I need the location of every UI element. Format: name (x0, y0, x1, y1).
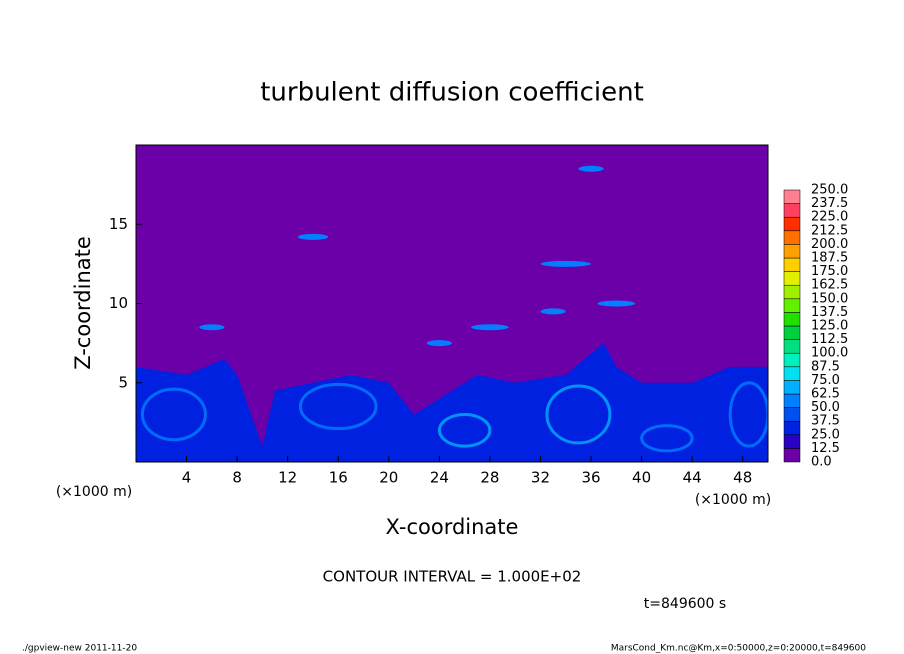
y-tick-label: 10 (109, 294, 128, 312)
x-axis-label: X-coordinate (386, 515, 519, 539)
colorbar-label: 237.5 (811, 196, 848, 211)
colorbar-label: 62.5 (811, 387, 840, 402)
colorbar-box (783, 216, 801, 232)
field-feature (140, 387, 207, 442)
colorbar-box (783, 339, 801, 354)
colorbar-box (783, 393, 801, 408)
colorbar-box (783, 407, 801, 422)
x-tick-label: 16 (329, 469, 348, 487)
colorbar-box (783, 434, 801, 449)
colorbar-box (783, 230, 801, 245)
colorbar-label: 125.0 (811, 319, 848, 334)
field-feature (471, 324, 509, 331)
colorbar-label: 225.0 (811, 210, 848, 225)
colorbar-box (783, 312, 801, 327)
x-tick-label: 48 (733, 469, 752, 487)
colorbar-label: 137.5 (811, 305, 848, 320)
x-tick-label: 8 (232, 469, 242, 487)
colorbar-box (783, 325, 801, 340)
x-tick-label: 20 (379, 469, 398, 487)
x-unit-label: (×1000 m) (56, 484, 132, 500)
field (136, 145, 768, 462)
field-region (136, 343, 768, 462)
y-tick-label: 15 (109, 215, 128, 233)
colorbar-label: 200.0 (811, 237, 848, 252)
colorbar-label: 150.0 (811, 291, 848, 306)
x-tick-label: 12 (278, 469, 297, 487)
colorbar-box (783, 448, 801, 463)
colorbar-box (783, 352, 801, 368)
colorbar-label: 87.5 (811, 359, 840, 374)
y-tick-label: 5 (118, 373, 128, 391)
colorbar-label: 37.5 (811, 414, 840, 429)
colorbar-label: 75.0 (811, 373, 840, 388)
colorbar-box (783, 420, 801, 436)
colorbar-box (783, 298, 801, 313)
x-tick-label: 40 (632, 469, 651, 487)
time-label: t=849600 s (644, 596, 726, 612)
field-feature (640, 424, 694, 453)
field-feature (578, 165, 604, 172)
x-unit-label: (×1000 m) (695, 492, 771, 508)
colorbar-label: 0.0 (811, 455, 832, 470)
colorbar-box (783, 203, 801, 218)
colorbar-label: 175.0 (811, 264, 848, 279)
x-tick-label: 4 (182, 469, 192, 487)
field-feature (545, 384, 612, 445)
colorbar-label: 12.5 (811, 441, 840, 456)
field-feature (199, 324, 225, 331)
colorbar-label: 187.5 (811, 251, 848, 266)
contour-interval: CONTOUR INTERVAL = 1.000E+02 (323, 568, 582, 586)
chart-title: turbulent diffusion coefficient (260, 78, 644, 108)
colorbar-box (783, 284, 801, 300)
colorbar-label: 162.5 (811, 278, 848, 293)
y-axis-label: Z-coordinate (71, 236, 95, 370)
field-feature (437, 413, 492, 448)
field-feature (426, 340, 452, 347)
x-tick-label: 36 (581, 469, 600, 487)
colorbar-box (783, 271, 801, 286)
colorbar-box (783, 189, 801, 204)
colorbar-box (783, 244, 801, 259)
footer-right: MarsCond_Km.nc@Km,x=0:50000,z=0:20000,t=… (611, 644, 866, 654)
colorbar-label: 250.0 (811, 183, 848, 198)
colorbar-label: 100.0 (811, 346, 848, 361)
colorbar-box (783, 257, 801, 272)
field-feature (298, 382, 378, 431)
x-tick-label: 44 (683, 469, 702, 487)
colorbar-box (783, 366, 801, 381)
field-feature (540, 308, 566, 315)
x-tick-label: 32 (531, 469, 550, 487)
colorbar-label: 25.0 (811, 427, 840, 442)
x-tick-label: 28 (480, 469, 499, 487)
colorbar-box (783, 380, 801, 395)
field-feature (297, 233, 329, 240)
footer-left: ./gpview-new 2011-11-20 (22, 644, 137, 654)
colorbar-label: 50.0 (811, 400, 840, 415)
colorbar-label: 112.5 (811, 332, 848, 347)
colorbar-label: 212.5 (811, 223, 848, 238)
field-feature (597, 300, 636, 307)
x-tick-label: 24 (430, 469, 449, 487)
field-feature (540, 260, 591, 267)
